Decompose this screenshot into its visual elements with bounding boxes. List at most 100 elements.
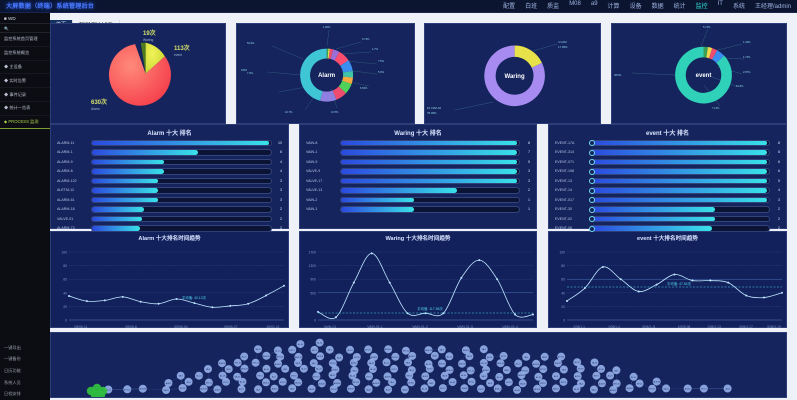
svg-text:7.13%: 7.13% [712, 106, 720, 110]
svg-text:AL-19: AL-19 [220, 375, 225, 378]
svg-text:VA-3: VA-3 [206, 368, 210, 371]
svg-text:900: 900 [310, 278, 316, 282]
svg-text:VA-18: VA-18 [520, 382, 525, 385]
svg-text:ALM-09: ALM-09 [459, 363, 466, 366]
svg-text:VA-5: VA-5 [614, 369, 618, 372]
svg-text:AL-8: AL-8 [488, 382, 492, 385]
svg-text:2.87%: 2.87% [743, 70, 751, 74]
svg-text:1.74%: 1.74% [743, 55, 751, 59]
svg-text:ALM-5: ALM-5 [166, 382, 172, 385]
svg-text:EVT-2: EVT-2 [637, 384, 642, 386]
svg-text:Waring: Waring [143, 38, 153, 42]
svg-text:113次: 113次 [174, 44, 190, 52]
svg-text:EVT-15: EVT-15 [439, 364, 445, 366]
svg-text:VAIN-01: VAIN-01 [324, 325, 337, 329]
svg-text:EVT-3: EVT-3 [478, 389, 483, 391]
svg-text:ALM-61: ALM-61 [446, 369, 453, 372]
svg-text:VA-3: VA-3 [579, 382, 583, 385]
svg-text:AL-14: AL-14 [487, 356, 492, 359]
svg-text:VA-9: VA-9 [328, 349, 332, 352]
svg-text:EVT-2: EVT-2 [391, 369, 396, 371]
svg-text:ALM-17: ALM-17 [483, 369, 490, 372]
svg-text:EVT-21: EVT-21 [277, 357, 283, 359]
svg-text:ALM-2: ALM-2 [495, 387, 501, 390]
svg-text:AL-14: AL-14 [422, 387, 427, 390]
svg-text:VA-11: VA-11 [591, 389, 596, 392]
svg-text:10/01-11: 10/01-11 [266, 325, 279, 329]
svg-text:60: 60 [63, 278, 67, 282]
svg-text:9.37%: 9.37% [331, 110, 339, 114]
svg-text:AL-19: AL-19 [301, 368, 306, 371]
svg-text:EVT-15: EVT-15 [235, 363, 241, 365]
svg-text:6.53%: 6.53% [360, 86, 368, 90]
svg-text:VA-5: VA-5 [524, 356, 528, 359]
svg-text:05/06-8: 05/06-8 [125, 325, 137, 329]
svg-text:EVT-9: EVT-9 [223, 382, 228, 384]
svg-text:500: 500 [310, 291, 316, 295]
svg-text:05/06-27: 05/06-27 [224, 325, 237, 329]
svg-text:ALM-17: ALM-17 [555, 362, 562, 365]
svg-text:EVT-21: EVT-21 [558, 357, 564, 359]
svg-text:ALM-09: ALM-09 [385, 348, 392, 351]
svg-text:5.16%: 5.16% [736, 84, 744, 88]
svg-text:VA-11: VA-11 [226, 368, 231, 371]
svg-text:EVT-3: EVT-3 [407, 375, 412, 377]
svg-text:ALM-8: ALM-8 [627, 387, 633, 390]
svg-text:EVT-12: EVT-12 [540, 369, 546, 371]
svg-text:ALM-5: ALM-5 [685, 388, 691, 391]
svg-text:VA-22: VA-22 [402, 389, 407, 392]
svg-text:0: 0 [314, 319, 316, 323]
svg-text:VAIN-01-2: VAIN-01-2 [412, 325, 428, 329]
svg-text:AL-44: AL-44 [450, 381, 455, 384]
svg-text:AL-27: AL-27 [516, 362, 521, 365]
svg-text:ALM-09: ALM-09 [139, 388, 146, 391]
svg-text:EVT-2: EVT-2 [257, 376, 262, 378]
svg-text:10/09-08: 10/09-08 [678, 325, 691, 329]
svg-text:EVT-12: EVT-12 [649, 389, 655, 391]
svg-text:VA-9: VA-9 [179, 375, 183, 378]
svg-text:EVT-7: EVT-7 [594, 376, 599, 378]
svg-text:ALM-33: ALM-33 [497, 362, 504, 365]
svg-text:VA-18: VA-18 [235, 376, 240, 379]
svg-text:ALM-5: ALM-5 [333, 368, 339, 371]
svg-text:19次: 19次 [143, 29, 156, 37]
svg-text:7.5%: 7.5% [378, 59, 385, 63]
svg-text:AL-01: AL-01 [536, 376, 541, 379]
svg-text:ALM-2: ALM-2 [215, 388, 221, 391]
svg-text:EVT-2: EVT-2 [312, 350, 317, 352]
svg-text:ALM-2: ALM-2 [423, 375, 429, 378]
svg-text:VA-22: VA-22 [664, 387, 669, 390]
svg-text:38.0%: 38.0% [614, 73, 622, 77]
svg-text:1.00%: 1.00% [323, 25, 331, 29]
svg-text:Waring: Waring [505, 74, 525, 80]
svg-text:AL-27: AL-27 [316, 368, 321, 371]
svg-text:AL-01: AL-01 [461, 374, 466, 377]
svg-text:VA-9: VA-9 [283, 368, 287, 371]
svg-text:EVT-2: EVT-2 [469, 382, 474, 384]
svg-text:ALM-8: ALM-8 [534, 388, 540, 391]
svg-text:AL-27: AL-27 [386, 389, 391, 392]
svg-text:VA-22: VA-22 [330, 374, 335, 377]
svg-text:AL-27: AL-27 [447, 355, 452, 358]
svg-text:100: 100 [559, 251, 565, 255]
svg-text:AL-44: AL-44 [599, 368, 604, 371]
svg-text:EVT-9: EVT-9 [427, 369, 432, 371]
svg-text:60: 60 [561, 278, 565, 282]
svg-text:ALM-17: ALM-17 [200, 388, 207, 391]
svg-text:AL-01: AL-01 [384, 361, 389, 364]
svg-text:ALM-2: ALM-2 [575, 375, 581, 378]
svg-text:EVT-15: EVT-15 [313, 376, 319, 378]
svg-text:ALM-33: ALM-33 [599, 382, 606, 385]
svg-text:0: 0 [65, 319, 67, 323]
svg-text:EVT-21: EVT-21 [481, 363, 487, 365]
svg-text:ALM-8: ALM-8 [385, 375, 391, 378]
svg-text:16 VIA0-02: 16 VIA0-02 [427, 106, 441, 110]
svg-text:1700: 1700 [308, 251, 316, 255]
svg-text:VAIN-01-1: VAIN-01-1 [367, 325, 383, 329]
svg-text:1/06/1-4: 1/06/1-4 [608, 325, 620, 329]
svg-text:5/06/1-19: 5/06/1-19 [767, 325, 781, 329]
svg-text:AL-01: AL-01 [317, 342, 322, 345]
svg-text:AL-44: AL-44 [370, 368, 375, 371]
svg-text:EVT-12: EVT-12 [331, 389, 337, 391]
svg-text:EVT-12: EVT-12 [252, 363, 258, 365]
